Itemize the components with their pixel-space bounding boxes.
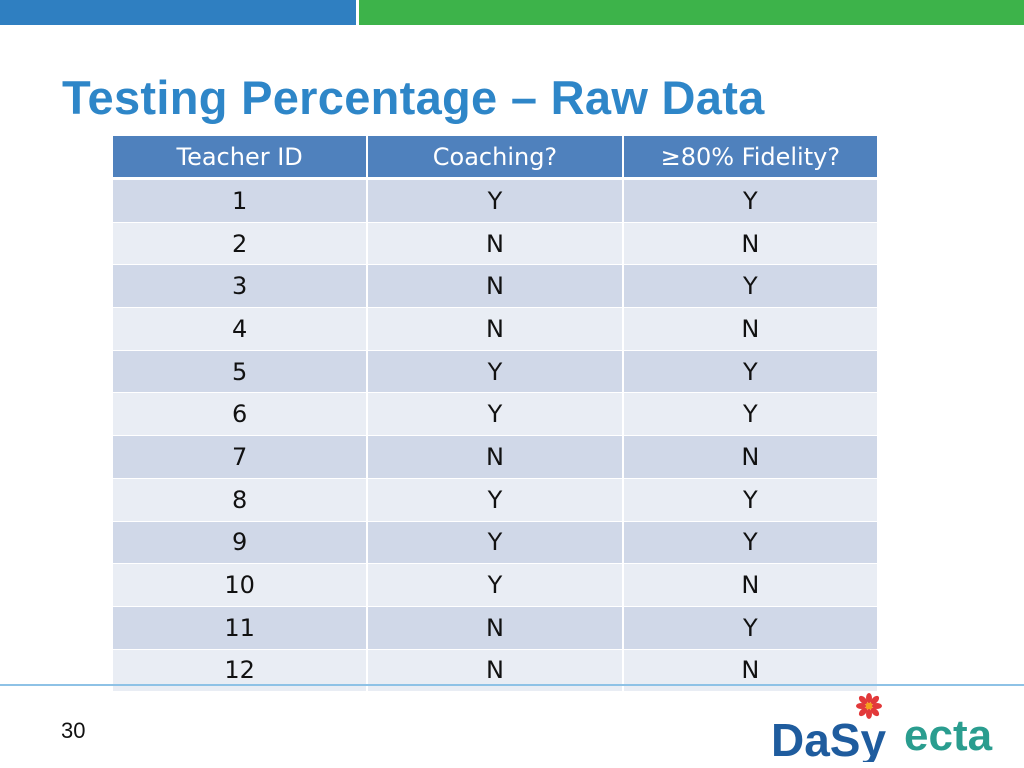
cell-teacher-id: 6: [110, 392, 369, 437]
cell-coaching: Y: [366, 563, 624, 607]
cell-coaching: Y: [366, 178, 624, 223]
cell-teacher-id: 8: [110, 478, 369, 522]
cell-fidelity: Y: [621, 178, 880, 223]
cell-coaching: N: [366, 435, 624, 479]
header-fidelity: ≥80% Fidelity?: [621, 136, 880, 180]
cell-coaching: N: [366, 264, 624, 309]
cell-fidelity: Y: [621, 478, 880, 522]
dasy-logo-text: DaSy: [771, 714, 886, 762]
cell-fidelity: N: [621, 307, 880, 351]
cell-fidelity: Y: [621, 350, 880, 394]
cell-teacher-id: 5: [110, 350, 369, 394]
cell-fidelity: N: [621, 222, 880, 266]
cell-teacher-id: 2: [110, 222, 369, 266]
cell-teacher-id: 11: [110, 606, 369, 650]
header-coaching: Coaching?: [366, 136, 624, 180]
cell-coaching: N: [366, 606, 624, 650]
cell-coaching: N: [366, 307, 624, 351]
cell-teacher-id: 4: [110, 307, 369, 351]
cell-coaching: N: [366, 222, 624, 266]
cell-fidelity: Y: [621, 392, 880, 437]
top-accent-bar-green: [358, 0, 1024, 25]
ecta-logo-text: ecta: [904, 711, 993, 758]
footer-divider: [0, 684, 1024, 686]
table-header-row: Teacher ID Coaching? ≥80% Fidelity?: [110, 136, 880, 180]
cell-teacher-id: 3: [110, 264, 369, 309]
page-number: 30: [61, 718, 86, 743]
table-row: 11 N Y: [110, 606, 880, 650]
table-body: 1 Y Y 2 N N 3 N Y 4 N N 5 Y Y 6 Y Y 7 N N 8 Y Y 9 Y Y 10 Y N 11 N Y 12 N N: [110, 178, 880, 693]
cell-teacher-id: 10: [110, 563, 369, 607]
cell-coaching: Y: [366, 392, 624, 437]
cell-fidelity: N: [621, 435, 880, 479]
cell-teacher-id: 9: [110, 521, 369, 565]
cell-fidelity: N: [621, 563, 880, 607]
cell-fidelity: Y: [621, 264, 880, 309]
cell-teacher-id: 7: [110, 435, 369, 479]
top-accent-bar-blue: [0, 0, 358, 25]
table-row: 10 Y N: [110, 563, 880, 607]
cell-coaching: Y: [366, 521, 624, 565]
cell-teacher-id: 12: [110, 649, 369, 693]
top-accent-bar-divider: [356, 0, 359, 25]
dasy-logo: DaSy: [771, 693, 886, 762]
cell-teacher-id: 1: [110, 178, 369, 223]
cell-fidelity: Y: [621, 606, 880, 650]
header-teacher-id: Teacher ID: [110, 136, 369, 180]
dasy-flower-icon: [856, 693, 882, 719]
cell-fidelity: Y: [621, 521, 880, 565]
slide-title: Testing Percentage – Raw Data: [62, 71, 765, 124]
cell-coaching: Y: [366, 478, 624, 522]
cell-coaching: Y: [366, 350, 624, 394]
ecta-logo: ecta: [904, 711, 993, 758]
